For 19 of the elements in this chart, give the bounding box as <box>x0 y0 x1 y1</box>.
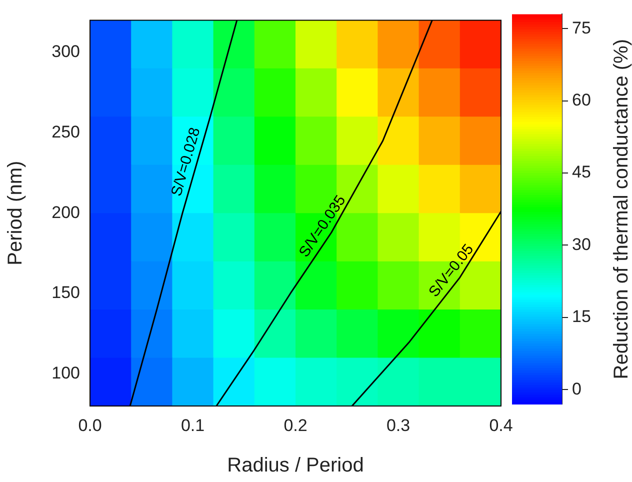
color-bar-label: 0 <box>572 379 582 398</box>
x-tick-label: 0.3 <box>386 416 410 435</box>
color-bar-label: 15 <box>572 307 591 326</box>
y-tick-label: 250 <box>52 122 80 142</box>
color-bar-label: 30 <box>572 234 591 254</box>
y-tick-label: 200 <box>52 202 80 222</box>
y-tick-label: 300 <box>52 42 80 62</box>
x-axis-title: Radius / Period <box>227 454 364 477</box>
color-bar-label: 45 <box>572 162 591 182</box>
x-tick-label: 0.0 <box>78 416 102 435</box>
x-tick-label: 0.4 <box>489 416 513 435</box>
color-bar-label: 60 <box>572 90 591 110</box>
y-axis-title: Period (nm) <box>4 160 27 266</box>
x-tick-label: 0.2 <box>284 416 308 435</box>
color-bar-label: 75 <box>572 18 591 38</box>
y-tick-label: 100 <box>52 364 80 383</box>
x-tick-label: 0.1 <box>180 416 205 435</box>
y-tick-label: 150 <box>52 283 80 302</box>
color-bar-title: Reduction of thermal conductance (%) <box>610 39 632 380</box>
